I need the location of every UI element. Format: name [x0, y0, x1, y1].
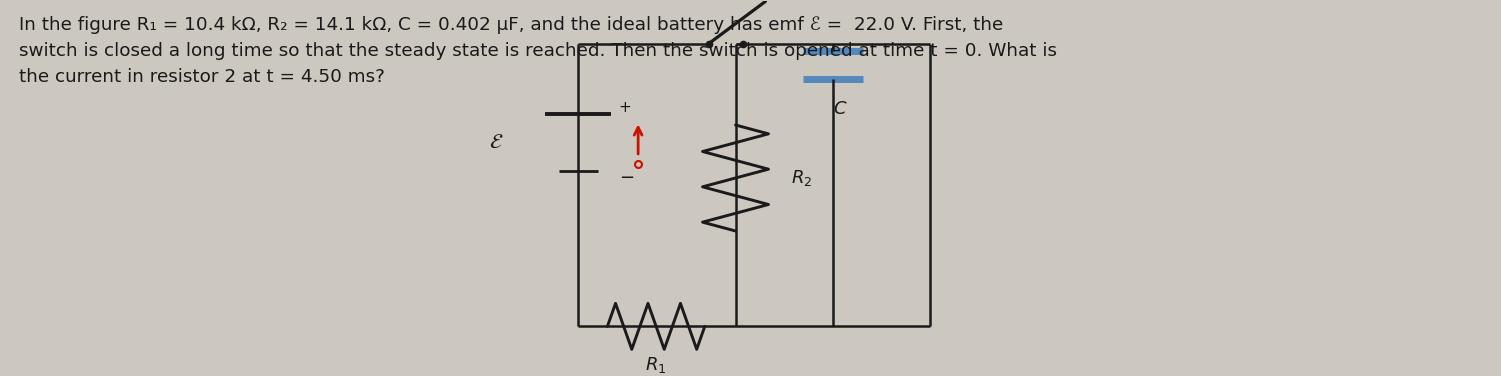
Text: $R_2$: $R_2$	[791, 168, 812, 188]
Text: $C$: $C$	[833, 100, 848, 118]
Text: −: −	[618, 169, 633, 187]
Text: In the figure R₁ = 10.4 kΩ, R₂ = 14.1 kΩ, C = 0.402 μF, and the ideal battery ha: In the figure R₁ = 10.4 kΩ, R₂ = 14.1 kΩ…	[20, 15, 1057, 86]
Text: $\mathcal{E}$: $\mathcal{E}$	[488, 133, 503, 152]
Text: +: +	[618, 100, 632, 115]
Text: $R_1$: $R_1$	[645, 355, 666, 374]
